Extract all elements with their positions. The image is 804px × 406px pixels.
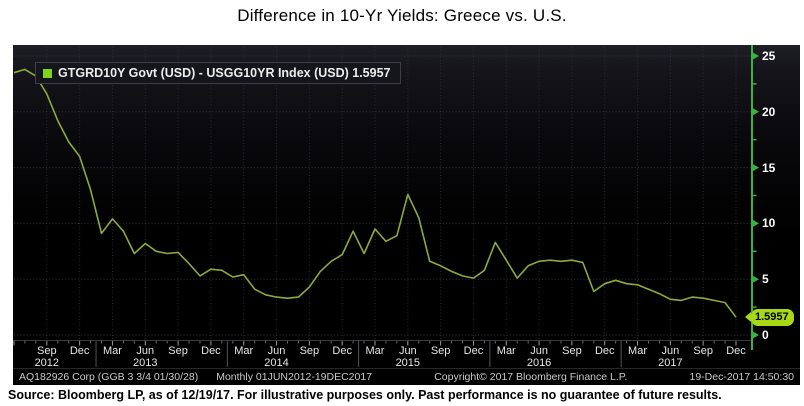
x-month-label: Mar — [102, 345, 122, 357]
y-tick-arrow — [752, 52, 759, 60]
x-year-label: 2013 — [133, 357, 158, 369]
x-month-label: Mar — [628, 345, 647, 357]
x-month-label: Jun — [661, 345, 680, 357]
last-value-badge: 1.5957 — [745, 308, 794, 326]
x-month-label: Mar — [496, 345, 516, 357]
x-month-label: Sep — [299, 345, 320, 357]
bloomberg-chart-panel: GTGRD10Y Govt (USD) - USGG10YR Index (US… — [13, 45, 800, 385]
x-year-label: 2014 — [264, 357, 289, 369]
y-tick-label: 20 — [762, 104, 776, 119]
x-month-label: Sep — [562, 345, 582, 357]
x-month-label: Jun — [398, 345, 417, 357]
x-month-label: Sep — [37, 345, 57, 357]
x-month-label: Sep — [168, 345, 188, 357]
x-year-label: 2012 — [34, 357, 60, 369]
y-tick-label: 10 — [762, 216, 776, 231]
y-tick-label: 5 — [762, 272, 769, 287]
legend-series-label: GTGRD10Y Govt (USD) - USGG10YR Index (US… — [58, 66, 391, 80]
last-value-text: 1.5957 — [755, 310, 789, 323]
plot-canvas — [13, 45, 759, 367]
x-month-label: Dec — [594, 345, 615, 357]
y-tick-label: 25 — [762, 49, 776, 63]
x-month-label: Dec — [463, 345, 484, 357]
footer-range: Monthly 01JUN2012-19DEC2017 — [216, 371, 373, 383]
y-tick-arrow — [752, 163, 759, 172]
footer-copyright: Copyright© 2017 Bloomberg Finance L.P. — [434, 371, 628, 383]
x-month-label: Dec — [726, 345, 746, 357]
y-tick-label: 15 — [762, 160, 776, 175]
y-tick-arrow — [752, 331, 759, 339]
chart-title: Difference in 10-Yr Yields: Greece vs. U… — [237, 6, 567, 25]
x-month-label: Dec — [332, 345, 352, 357]
legend: GTGRD10Y Govt (USD) - USGG10YR Index (US… — [35, 62, 401, 84]
x-year-label: 2015 — [395, 357, 421, 369]
y-tick-label: 0 — [762, 328, 769, 342]
chart-footer: AQ182926 Corp (GGB 3 3/4 01/30/28) Month… — [13, 368, 800, 385]
x-month-label: Mar — [365, 345, 385, 357]
x-month-label: Jun — [136, 345, 155, 357]
y-tick-arrow — [752, 107, 759, 116]
x-month-label: Jun — [530, 345, 548, 357]
spread-line — [13, 68, 737, 318]
x-year-label: 2017 — [658, 357, 683, 369]
source-note: Source: Bloomberg LP, as of 12/19/17. Fo… — [8, 388, 722, 402]
y-tick-arrow — [752, 275, 759, 284]
x-year-label: 2016 — [526, 357, 552, 369]
x-month-label: Mar — [234, 345, 254, 357]
x-month-label: Sep — [430, 345, 451, 357]
x-month-label: Dec — [69, 345, 90, 357]
footer-security: AQ182926 Corp (GGB 3 3/4 01/30/28) — [19, 371, 199, 383]
x-month-label: Jun — [267, 345, 286, 357]
legend-series-marker — [43, 68, 52, 78]
footer-datetime: 19-Dec-2017 14:50:30 — [689, 371, 795, 383]
y-tick-arrow — [752, 219, 759, 228]
footer-left-group: AQ182926 Corp (GGB 3 3/4 01/30/28) Month… — [19, 371, 372, 383]
x-month-label: Dec — [201, 345, 221, 357]
x-month-label: Sep — [693, 345, 713, 357]
